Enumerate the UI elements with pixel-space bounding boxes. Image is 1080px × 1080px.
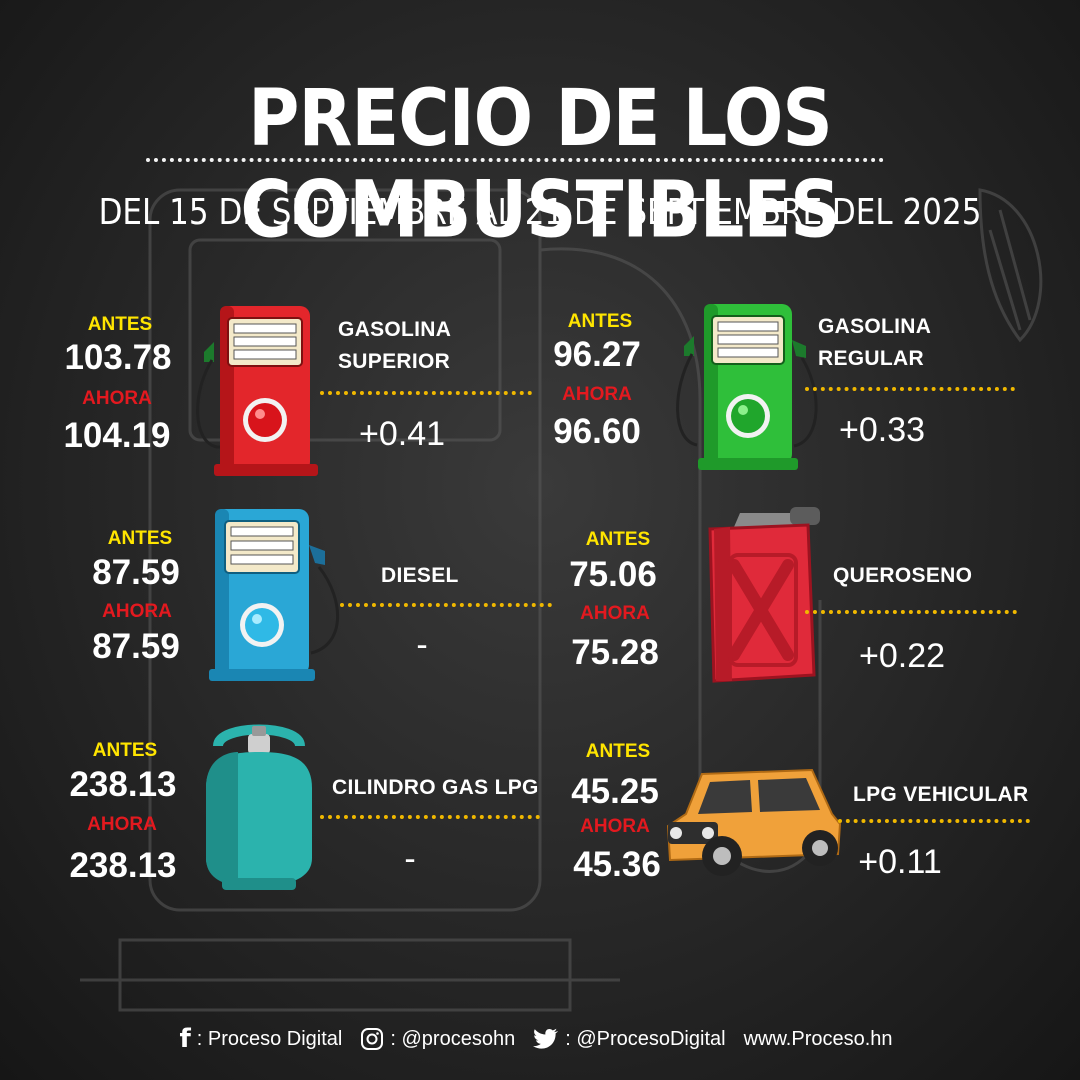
footer-instagram[interactable]: : @procesohn	[360, 1027, 515, 1051]
ahora-label: AHORA	[562, 384, 632, 405]
price-change: +0.22	[858, 637, 946, 675]
ahora-label: AHORA	[82, 388, 152, 409]
ahora-price: 87.59	[92, 627, 180, 666]
antes-price: 87.59	[92, 553, 180, 592]
twitter-handle: : @ProcesoDigital	[565, 1027, 726, 1050]
title-divider	[146, 158, 884, 162]
ahora-label: AHORA	[580, 603, 650, 624]
antes-label: ANTES	[92, 740, 158, 761]
footer-facebook[interactable]: f : Proceso Digital	[179, 1024, 342, 1054]
twitter-bird-icon	[533, 1028, 559, 1049]
antes-label: ANTES	[87, 314, 153, 335]
ahora-label: AHORA	[87, 814, 157, 835]
antes-price: 96.27	[553, 335, 641, 374]
fuel-name: CILINDRO GAS LPG	[332, 776, 539, 799]
antes-price: 75.06	[569, 555, 657, 594]
dotted-separator	[320, 391, 532, 395]
fuel-name: LPG VEHICULAR	[853, 783, 1029, 806]
fuel-name-line1: GASOLINA	[818, 315, 932, 338]
dotted-separator	[838, 819, 1030, 823]
gas-cylinder-icon	[206, 724, 312, 890]
antes-price: 103.78	[64, 338, 172, 377]
ahora-price: 104.19	[63, 416, 171, 455]
ahora-label: AHORA	[580, 816, 650, 837]
footer-social-bar: f : Proceso Digital : @procesohn : @Proc…	[0, 1022, 1080, 1056]
date-range-subtitle: DEL 15 DE SEPTIEMBRE AL 21 DE SEPTIEMBRE…	[98, 192, 982, 234]
ahora-price: 238.13	[69, 846, 177, 885]
dotted-separator	[805, 610, 1017, 614]
fuel-name: GASOLINA REGULAR	[818, 311, 931, 375]
facebook-icon: f	[179, 1024, 191, 1054]
instagram-icon	[361, 1028, 384, 1050]
red-jerry-can-icon	[708, 507, 820, 683]
price-change: +0.33	[838, 411, 926, 449]
antes-label: ANTES	[107, 528, 173, 549]
fuel-name-line2: REGULAR	[818, 347, 924, 370]
ahora-price: 96.60	[553, 412, 641, 451]
antes-label: ANTES	[567, 311, 633, 332]
fuel-name: QUEROSENO	[833, 564, 973, 587]
fuel-name-line1: GASOLINA	[338, 318, 452, 341]
ahora-price: 75.28	[571, 633, 659, 672]
price-change: +0.11	[858, 843, 942, 881]
ahora-label: AHORA	[102, 601, 172, 622]
antes-label: ANTES	[585, 529, 651, 550]
dotted-separator	[805, 387, 1015, 391]
price-change: +0.41	[358, 415, 446, 453]
website-url: www.Proceso.hn	[743, 1027, 893, 1050]
fuel-name: DIESEL	[381, 564, 459, 587]
green-fuel-pump-icon	[676, 304, 818, 470]
blue-fuel-pump-icon	[209, 509, 339, 681]
dotted-separator	[340, 603, 552, 607]
footer-website[interactable]: www.Proceso.hn	[744, 1028, 893, 1051]
orange-car-icon	[666, 768, 842, 876]
footer-twitter[interactable]: : @ProcesoDigital	[533, 1027, 726, 1051]
fuel-name: GASOLINA SUPERIOR	[338, 314, 451, 378]
dotted-separator	[320, 815, 540, 819]
antes-label: ANTES	[585, 741, 651, 762]
antes-price: 238.13	[69, 765, 177, 804]
fuel-name-line2: SUPERIOR	[338, 350, 451, 373]
red-fuel-pump-icon	[196, 306, 318, 476]
facebook-handle: : Proceso Digital	[196, 1027, 343, 1050]
price-change: -	[416, 626, 428, 664]
instagram-handle: : @procesohn	[390, 1027, 516, 1050]
price-change: -	[404, 840, 416, 878]
antes-price: 45.25	[571, 772, 659, 811]
ahora-price: 45.36	[573, 845, 661, 884]
page-title: PRECIO DE LOS COMBUSTIBLES	[240, 72, 840, 256]
